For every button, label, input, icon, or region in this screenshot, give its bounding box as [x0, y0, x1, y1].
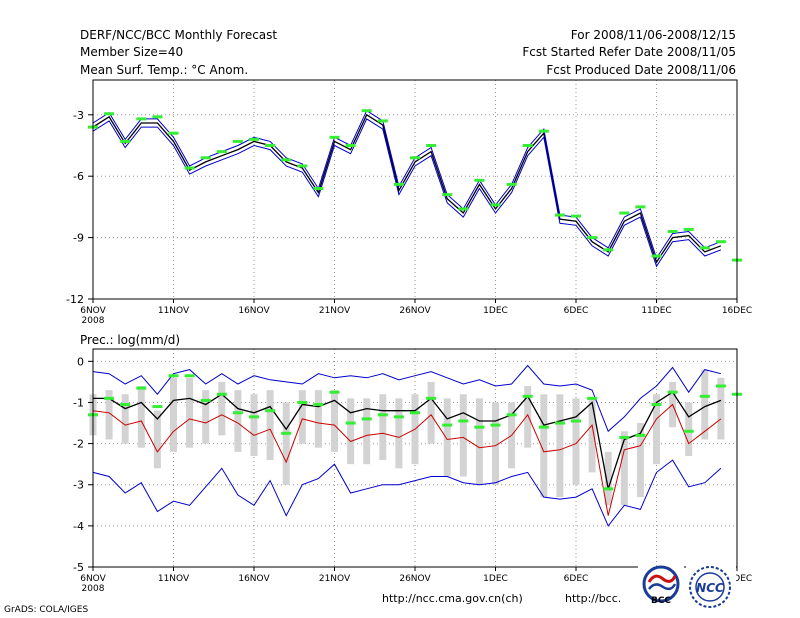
x-tick-label: 16NOV: [238, 306, 270, 316]
spread-box: [218, 381, 226, 436]
spread-box: [636, 423, 644, 498]
x-tick-label: 1DEC: [483, 574, 508, 584]
x-tick-label: 6NOV: [80, 306, 106, 316]
figure-title: DERF/NCC/BCC Monthly Forecast: [80, 28, 277, 42]
grads-credit: GrADS: COLA/IGES: [4, 605, 88, 615]
x-tick-label: 16NOV: [238, 574, 270, 584]
x-tick-label: 26NOV: [399, 306, 431, 316]
precipitation-boxes: [89, 369, 725, 506]
y-tick-label: -12: [66, 293, 84, 306]
y-tick-label: -3: [73, 479, 84, 492]
spread-box: [604, 451, 612, 506]
spread-box: [282, 402, 290, 485]
y-tick-label: -5: [73, 561, 84, 574]
x-tick-label: 1DEC: [483, 306, 508, 316]
spread-box: [266, 390, 274, 461]
spread-box: [379, 394, 387, 461]
ncc-logo: NCC: [686, 566, 736, 610]
spread-box: [620, 431, 628, 506]
x-tick-label: 11DEC: [641, 306, 671, 316]
x-tick-sublabel: 2008: [82, 584, 105, 594]
x-tick-label: 6DEC: [564, 574, 589, 584]
spread-box: [443, 398, 451, 477]
spread-box: [298, 390, 306, 444]
y-tick-label: -4: [73, 520, 84, 533]
precipitation-markers: [88, 374, 742, 491]
bcc-logo-text: BCC: [651, 596, 671, 606]
bcc-logo: BCC: [638, 565, 684, 608]
spread-box: [105, 390, 113, 440]
spread-box: [717, 377, 725, 440]
spread-box: [459, 394, 467, 477]
y-tick-label: 0: [77, 355, 84, 368]
y-tick-label: -2: [73, 438, 84, 451]
series-line-max: [92, 364, 722, 433]
spread-box: [314, 390, 322, 448]
precipitation-series: [92, 364, 722, 527]
spread-box: [347, 398, 355, 465]
produced-date: Fcst Produced Date 2008/11/06: [546, 63, 736, 77]
x-tick-label: 26NOV: [399, 574, 431, 584]
series-line-ensemble-mean: [92, 113, 722, 264]
spread-box: [363, 398, 371, 465]
spread-box: [153, 410, 161, 469]
y-tick-label: -1: [73, 396, 84, 409]
precipitation-y-ticks: 0 -1 -2 -3 -4 -5: [73, 355, 93, 574]
spread-box: [331, 390, 338, 452]
series-line-min: [92, 459, 722, 527]
spread-box: [572, 398, 580, 485]
spread-box: [427, 381, 435, 444]
forecast-period: For 2008/11/06-2008/12/15: [571, 28, 736, 42]
x-tick-label: 11NOV: [158, 574, 190, 584]
spread-box: [685, 402, 693, 456]
x-tick-label: 21NOV: [319, 306, 351, 316]
spread-box: [395, 398, 403, 469]
x-tick-label: 11NOV: [158, 306, 190, 316]
spread-box: [492, 402, 499, 485]
temperature-markers: [88, 109, 742, 262]
y-tick-label: -3: [73, 109, 84, 122]
x-tick-label: 16DEC: [722, 306, 752, 316]
member-size-label: Member Size=40: [80, 45, 183, 59]
spread-box: [250, 394, 258, 456]
bcc-url[interactable]: http://bcc.: [565, 592, 621, 605]
spread-box: [121, 394, 129, 444]
spread-box: [556, 394, 564, 498]
x-tick-label: 21NOV: [319, 574, 351, 584]
temperature-series: [92, 109, 722, 268]
series-line-lower: [92, 118, 722, 268]
spread-box: [202, 390, 210, 444]
series-line-upper: [92, 109, 722, 260]
refer-date: Fcst Started Refer Date 2008/11/05: [522, 45, 736, 59]
x-tick-sublabel: 2008: [82, 316, 105, 326]
spread-box: [701, 369, 709, 440]
x-tick-label: 16DEC: [722, 574, 752, 584]
spread-box: [186, 377, 194, 448]
spread-box: [653, 394, 660, 465]
spread-box: [475, 398, 483, 485]
ncc-url[interactable]: http://ncc.cma.gov.cn(ch): [382, 592, 523, 605]
ncc-logo-text: NCC: [696, 581, 724, 595]
variable-label: Mean Surf. Temp.: °C Anom.: [80, 63, 248, 77]
series-line-median: [92, 403, 722, 516]
y-tick-label: -9: [73, 232, 84, 245]
temperature-grid: [93, 80, 737, 299]
x-tick-label: 6NOV: [80, 574, 106, 584]
spread-box: [170, 377, 177, 452]
series-line-mean: [93, 391, 722, 490]
y-tick-label: -6: [73, 170, 84, 183]
spread-box: [524, 386, 532, 448]
spread-box: [234, 390, 242, 452]
precip-title: Prec.: log(mm/d): [80, 333, 180, 347]
spread-box: [540, 394, 548, 498]
temperature-y-ticks: -3 -6 -9 -12: [66, 109, 93, 306]
spread-box: [137, 386, 145, 448]
x-tick-label: 6DEC: [564, 306, 589, 316]
spread-box: [588, 398, 596, 473]
